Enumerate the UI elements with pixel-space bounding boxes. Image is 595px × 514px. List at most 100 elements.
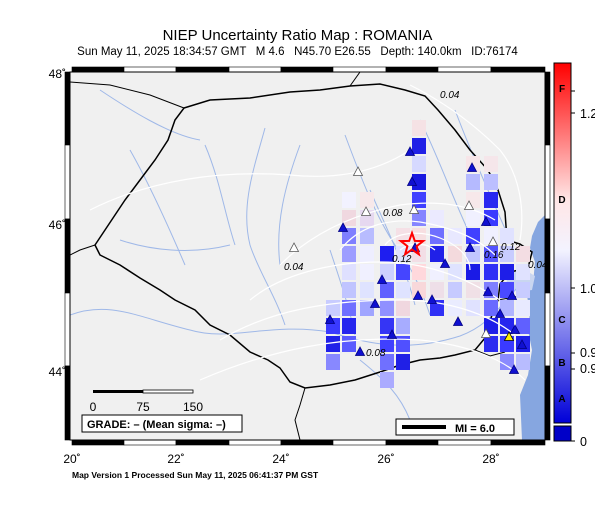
uncertainty-cell [396,282,410,298]
station-marker [369,298,381,308]
uncertainty-cell [448,264,462,280]
station-marker [516,339,528,349]
contour-lines [89,84,526,381]
uncertainty-cell [500,264,514,280]
uncertainty-cell [380,300,394,316]
country-border-romania [94,83,533,389]
uncertainty-cell [516,282,530,298]
uncertainty-cell [380,282,394,298]
station-marker [288,242,300,252]
station-marker [354,346,366,356]
station-marker [487,236,499,246]
contour-label: 0.08 [383,208,403,219]
uncertainty-cell [484,246,498,262]
station-marker [494,308,506,318]
uncertainty-cell [342,336,356,352]
station-marker [426,294,438,304]
uncertainty-cell [342,300,356,316]
uncertainty-cell [380,246,394,262]
colorbar: 1.2 1.0 0.9 0.9 0 F D C B A [553,62,595,449]
station-marker [463,200,475,210]
scale-label: 75 [136,400,150,414]
uncertainty-cell [412,174,426,190]
uncertainty-cell [430,246,444,262]
uncertainty-cell [516,300,530,316]
station-marker [412,290,424,300]
contour-label: 0.16 [484,250,504,261]
uncertainty-cell [484,264,498,280]
station-marker [406,176,418,186]
uncertainty-cell [342,318,356,334]
black-sea [520,215,545,440]
uncertainty-cell [360,192,374,208]
station-marker [464,242,476,252]
contour-label: 0.12 [501,242,521,253]
uncertainty-cell [484,336,498,352]
station-marker [508,364,520,374]
grade-letter: B [558,358,565,369]
uncertainty-cell [396,336,410,352]
uncertainty-cell [412,138,426,154]
uncertainty-cell [500,354,514,370]
uncertainty-cell [500,246,514,262]
colorbar-value-label: 1.2 [580,107,595,121]
lon-label: 26˚ [377,452,394,466]
seismic-stations [288,146,528,374]
grade-letter: F [559,84,565,95]
uncertainty-cell [484,300,498,316]
uncertainty-cell [466,174,480,190]
lat-label: 48˚ [49,67,66,81]
uncertainty-cell [500,300,514,316]
uncertainty-cell [484,156,498,172]
colorbar-value-label: 0 [580,435,587,449]
uncertainty-cell [466,300,480,316]
uncertainty-cell [430,264,444,280]
uncertainty-cell [412,282,426,298]
colorbar-value-label: 0.9 [580,346,595,360]
uncertainty-cell [466,228,480,244]
mi-box: MI = 6.0 [455,423,495,435]
uncertainty-cell [430,228,444,244]
uncertainty-cell [396,354,410,370]
uncertainty-cell [412,120,426,136]
uncertainty-cell [380,264,394,280]
uncertainty-cell [360,264,374,280]
station-marker [352,166,364,176]
uncertainty-cell [342,228,356,244]
uncertainty-cell [430,210,444,226]
lat-label: 46˚ [49,218,66,232]
uncertainty-cell [380,318,394,334]
contour-label: 0.08 [366,348,386,359]
uncertainty-cell [380,336,394,352]
uncertainty-cell [516,246,530,262]
contour-label: 0.12 [392,254,412,265]
uncertainty-cell [516,264,530,280]
uncertainty-cell [500,228,514,244]
uncertainty-cell [342,282,356,298]
scale-bar: 0 75 150 [90,389,203,414]
uncertainty-cell [342,264,356,280]
uncertainty-cell [516,354,530,370]
uncertainty-cell [360,246,374,262]
station-marker [466,162,478,172]
station-marker [480,328,492,338]
colorbar-value-label: 0.9 [580,362,595,376]
uncertainty-cell [466,210,480,226]
contour-label: 0.04 [440,90,460,101]
uncertainty-cell [484,192,498,208]
uncertainty-cell [326,354,340,370]
map-title: NIEP Uncertainty Ratio Map : ROMANIA [162,27,433,44]
uncertainty-cell [396,264,410,280]
uncertainty-cell [380,372,394,388]
station-marker [503,331,515,341]
uncertainty-cell [484,174,498,190]
uncertainty-cell [466,264,480,280]
uncertainty-cell [412,264,426,280]
station-marker [506,290,518,300]
lon-label: 24˚ [272,452,289,466]
uncertainty-cell [360,228,374,244]
scale-label: 0 [90,400,97,414]
scale-label: 150 [183,400,203,414]
epicenter-star [397,230,427,257]
